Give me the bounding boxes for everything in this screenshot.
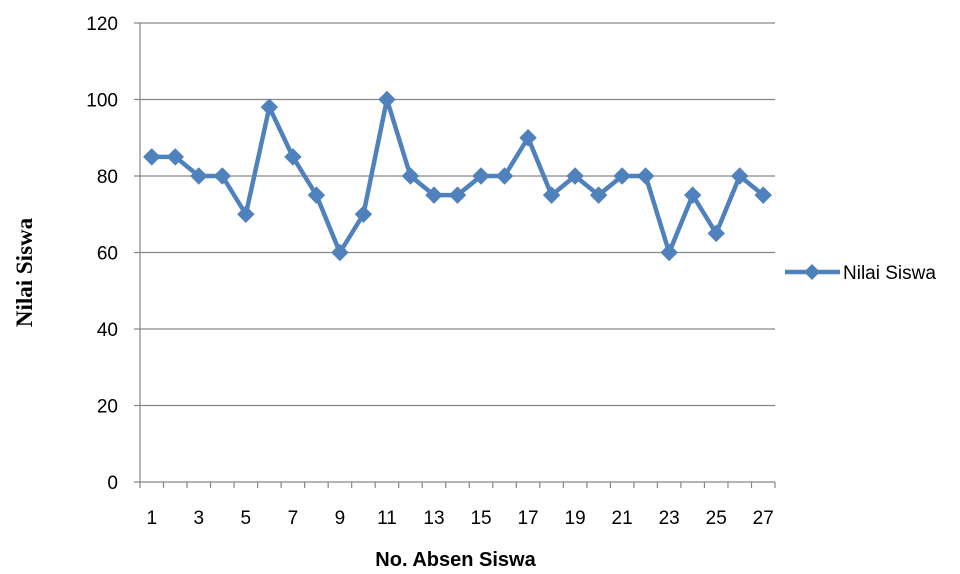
legend: Nilai Siswa xyxy=(785,263,936,284)
y-axis-label: Nilai Siswa xyxy=(12,217,37,327)
y-tick-label-80: 80 xyxy=(97,167,118,188)
data-point xyxy=(754,186,772,204)
y-tick-label-40: 40 xyxy=(97,320,118,341)
series-nilai-siswa xyxy=(143,90,772,262)
data-point xyxy=(331,243,349,262)
x-tick-label-17: 17 xyxy=(517,508,538,529)
data-point xyxy=(495,167,514,185)
x-tick-label-13: 13 xyxy=(423,508,444,529)
data-point xyxy=(143,148,161,166)
data-point xyxy=(237,205,255,223)
x-tick-label-23: 23 xyxy=(659,508,680,529)
x-tick-label-27: 27 xyxy=(753,508,774,529)
x-tick-label-7: 7 xyxy=(288,508,299,529)
y-tick-label-120: 120 xyxy=(86,14,118,35)
data-point xyxy=(401,167,420,185)
data-point xyxy=(166,148,184,166)
data-point xyxy=(589,186,608,204)
data-point xyxy=(660,243,678,262)
y-tick-labels: 0 20 40 60 80 100 120 xyxy=(86,14,118,494)
x-tick-label-11: 11 xyxy=(377,508,397,529)
data-point xyxy=(260,98,279,116)
y-tick-label-20: 20 xyxy=(97,397,118,418)
data-point xyxy=(636,167,655,185)
y-tick-label-60: 60 xyxy=(97,244,118,265)
data-point xyxy=(707,224,725,243)
data-point xyxy=(683,186,702,204)
axes xyxy=(134,22,776,488)
x-tick-label-15: 15 xyxy=(470,508,491,529)
legend-marker xyxy=(804,264,820,280)
x-tick-label-19: 19 xyxy=(565,508,586,529)
data-point xyxy=(378,90,396,109)
y-tick-label-100: 100 xyxy=(86,91,118,112)
x-tick-label-1: 1 xyxy=(146,508,157,529)
data-point xyxy=(519,129,537,147)
data-point xyxy=(284,148,302,166)
data-point xyxy=(448,186,467,204)
data-point xyxy=(190,167,208,185)
y-tick-label-0: 0 xyxy=(107,473,118,494)
x-tick-labels: 1 3 5 7 9 11 13 15 17 19 21 23 25 27 xyxy=(146,508,773,529)
legend-label: Nilai Siswa xyxy=(843,263,936,284)
gridlines xyxy=(140,22,775,407)
x-tick-label-25: 25 xyxy=(706,508,727,529)
data-point xyxy=(472,167,490,185)
x-tick-label-3: 3 xyxy=(194,508,205,529)
data-point xyxy=(213,167,232,185)
data-point xyxy=(542,186,561,204)
data-point xyxy=(354,205,373,223)
x-tick-label-5: 5 xyxy=(241,508,252,529)
x-tick-label-21: 21 xyxy=(612,508,633,529)
data-point xyxy=(613,167,631,185)
data-point xyxy=(731,167,749,185)
x-axis-label: No. Absen Siswa xyxy=(375,549,536,571)
x-tick-label-9: 9 xyxy=(335,508,346,529)
data-point xyxy=(425,186,443,204)
data-point xyxy=(566,167,584,185)
data-point xyxy=(307,186,326,204)
